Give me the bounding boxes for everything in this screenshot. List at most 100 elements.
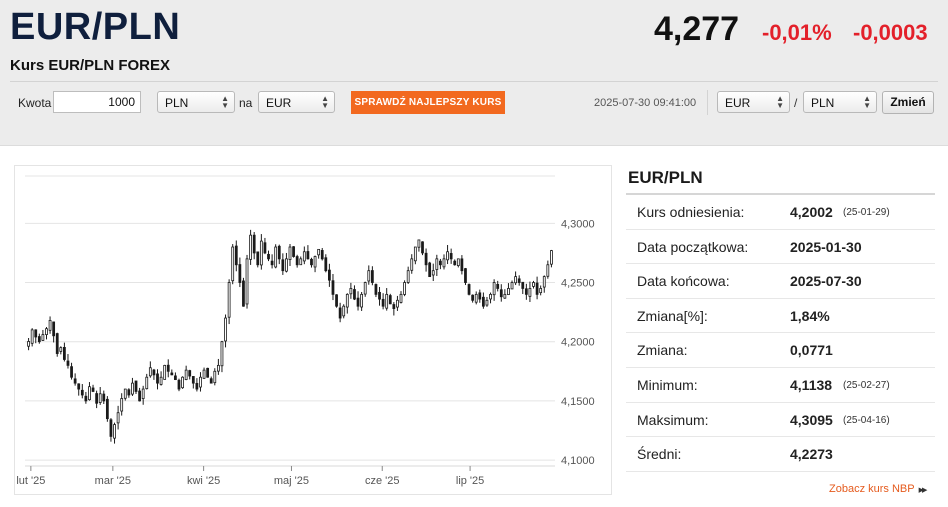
to-currency-select[interactable]: EUR ▲ ▼ (258, 91, 335, 113)
stats-panel: EUR/PLN Kurs odniesienia: 4,2002 (25-01-… (626, 163, 935, 472)
candle-body (388, 295, 392, 305)
stats-row: Data końcowa: 2025-07-30 (626, 264, 935, 299)
pair-quote-value: PLN (811, 96, 835, 110)
toolbar-divider (707, 90, 708, 115)
stats-row: Minimum: 4,1138 (25-02-27) (626, 368, 935, 403)
candle-body (521, 281, 525, 289)
candle-body (174, 375, 177, 380)
candle-body (98, 393, 102, 403)
amount-input[interactable] (53, 91, 141, 113)
candle-body (66, 360, 70, 366)
stats-row: Średni: 4,2273 (626, 437, 935, 472)
quote-timestamp: 2025-07-30 09:41:00 (594, 97, 697, 109)
stats-label: Zmiana[%]: (637, 307, 708, 324)
candle-body (370, 270, 374, 283)
candle-body (152, 369, 156, 376)
candle-body (277, 245, 281, 260)
candle-body (120, 398, 124, 412)
candle-body (37, 336, 41, 343)
candle-body (234, 245, 238, 266)
candle-body (249, 234, 252, 260)
candle-body (30, 329, 34, 344)
select-arrows-icon: ▲ ▼ (221, 94, 229, 110)
pair-title: EUR/PLN (10, 6, 181, 48)
candle-body (524, 288, 528, 295)
change-percent: -0,01% (762, 20, 832, 45)
candle-body (507, 288, 510, 295)
candle-body (503, 293, 507, 299)
candle-body (310, 258, 313, 266)
candle-body (181, 376, 184, 389)
candle-body (550, 250, 553, 265)
double-arrow-icon: ▶▶ (918, 487, 928, 494)
stats-row: Zmiana: 0,0771 (626, 333, 935, 368)
candle-body (317, 248, 321, 256)
candle-body (274, 246, 278, 268)
candle-body (252, 234, 256, 254)
candle-body (403, 282, 406, 295)
candle-body (464, 268, 467, 283)
candle-body (449, 253, 453, 260)
stats-title: EUR/PLN (626, 163, 935, 195)
candle-body (63, 346, 66, 360)
candle-body (392, 304, 396, 309)
best-rate-button[interactable]: SPRAWDŹ NAJLEPSZY KURS (351, 91, 505, 114)
candle-body (439, 260, 442, 266)
nbp-rate-link[interactable]: Zobacz kurs NBP ▶▶ (829, 483, 928, 495)
candle-body (338, 307, 342, 319)
candle-body (188, 370, 192, 377)
from-currency-value: PLN (165, 96, 189, 110)
candle-body (424, 252, 428, 266)
candle-body (102, 393, 106, 402)
candle-body (481, 296, 485, 307)
stats-value: 1,84% (790, 307, 830, 324)
candlestick-chart[interactable]: 4,3000 4,2500 4,2000 4,1500 4,1000 lut '25 mar… (15, 166, 613, 496)
pair-subtitle: Kurs EUR/PLN FOREX (10, 57, 171, 74)
candle-body (127, 389, 131, 396)
candle-body (48, 320, 52, 331)
stats-row: Data początkowa: 2025-01-30 (626, 230, 935, 265)
candle-body (213, 370, 217, 384)
from-currency-select[interactable]: PLN ▲ ▼ (157, 91, 235, 113)
candle-body (331, 280, 335, 295)
y-tick-label: 4,1500 (561, 396, 595, 408)
candle-body (242, 280, 245, 307)
candle-body (134, 380, 138, 392)
candle-body (295, 256, 299, 266)
candle-body (517, 278, 521, 283)
candle-body (496, 283, 500, 289)
stats-label: Kurs odniesienia: (637, 204, 745, 220)
change-pair-button[interactable]: Zmień (882, 91, 934, 114)
select-arrows-icon: ▲ ▼ (863, 94, 871, 110)
candle-body (474, 293, 478, 303)
candle-body (27, 341, 30, 347)
candle-body (267, 253, 270, 260)
candle-body (485, 299, 489, 306)
candle-body (324, 257, 328, 272)
candle-body (288, 246, 292, 260)
candle-body (492, 282, 496, 296)
candle-body (105, 398, 109, 420)
candle-body (528, 288, 532, 297)
candle-body (456, 258, 460, 267)
candle-body (378, 291, 381, 300)
stats-value: 4,2273 (790, 446, 833, 463)
candle-body (216, 364, 220, 372)
candle-body (367, 270, 371, 282)
pair-base-select[interactable]: EUR ▲ ▼ (717, 91, 790, 113)
candle-body (460, 258, 464, 272)
candle-body (306, 251, 310, 260)
candle-body (259, 240, 263, 266)
candle-body (166, 364, 170, 372)
candle-body (77, 383, 81, 390)
stats-label: Zmiana: (637, 342, 688, 359)
candle-body (431, 270, 435, 276)
candle-body (206, 367, 210, 378)
candle-body (478, 292, 482, 300)
y-tick-label: 4,2500 (561, 278, 595, 290)
candle-body (263, 242, 267, 254)
pair-quote-select[interactable]: PLN ▲ ▼ (803, 91, 877, 113)
candle-body (313, 256, 317, 268)
pair-base-value: EUR (725, 96, 751, 110)
nbp-link-label: Zobacz kurs NBP (829, 483, 915, 495)
